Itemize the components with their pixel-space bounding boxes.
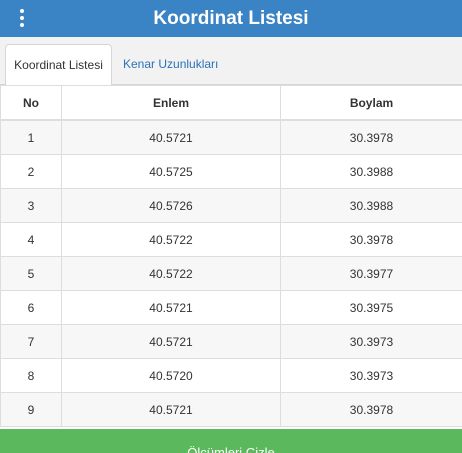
cell-enlem: 40.5721 [61, 324, 281, 359]
cell-no: 8 [0, 358, 62, 393]
table-row: 1 40.5721 30.3978 [0, 119, 462, 155]
cell-enlem: 40.5726 [61, 188, 281, 223]
app-header: Koordinat Listesi [0, 0, 462, 37]
cell-enlem: 40.5722 [61, 222, 281, 257]
column-header-boylam: Boylam [280, 85, 462, 121]
cell-boylam: 30.3978 [280, 222, 462, 257]
cell-no: 7 [0, 324, 62, 359]
tab-bar: Koordinat Listesi Kenar Uzunlukları [0, 37, 462, 86]
cell-boylam: 30.3975 [280, 290, 462, 325]
cell-boylam: 30.3973 [280, 324, 462, 359]
tab-koordinat-listesi[interactable]: Koordinat Listesi [5, 44, 112, 86]
cell-enlem: 40.5721 [61, 392, 281, 427]
cell-no: 9 [0, 392, 62, 427]
coordinate-table-container: No Enlem Boylam 1 40.5721 30.3978 2 40.5725 3… [0, 85, 462, 427]
cell-boylam: 30.3978 [280, 119, 462, 155]
cell-boylam: 30.3988 [280, 154, 462, 189]
cell-enlem: 40.5722 [61, 256, 281, 291]
cell-boylam: 30.3988 [280, 188, 462, 223]
cell-boylam: 30.3973 [280, 358, 462, 393]
column-header-no: No [0, 85, 62, 121]
table-row: 6 40.5721 30.3975 [0, 290, 462, 325]
cell-no: 3 [0, 188, 62, 223]
table-row: 3 40.5726 30.3988 [0, 188, 462, 223]
column-header-enlem: Enlem [61, 85, 281, 121]
cell-no: 4 [0, 222, 62, 257]
draw-measurements-button[interactable]: Ölçümleri Çizle [0, 429, 462, 453]
table-header-row: No Enlem Boylam [0, 85, 462, 121]
cell-no: 6 [0, 290, 62, 325]
cell-no: 5 [0, 256, 62, 291]
page-title: Koordinat Listesi [153, 8, 309, 29]
table-row: 5 40.5722 30.3977 [0, 256, 462, 291]
more-vert-icon[interactable] [19, 9, 25, 29]
coordinate-table: No Enlem Boylam 1 40.5721 30.3978 2 40.5725 3… [0, 85, 462, 427]
cell-enlem: 40.5721 [61, 119, 281, 155]
cell-no: 2 [0, 154, 62, 189]
table-row: 8 40.5720 30.3973 [0, 358, 462, 393]
tab-kenar-uzunluklari[interactable]: Kenar Uzunlukları [123, 57, 219, 71]
cell-enlem: 40.5720 [61, 358, 281, 393]
cell-boylam: 30.3978 [280, 392, 462, 427]
cell-boylam: 30.3977 [280, 256, 462, 291]
table-row: 7 40.5721 30.3973 [0, 324, 462, 359]
cell-no: 1 [0, 119, 62, 155]
cell-enlem: 40.5725 [61, 154, 281, 189]
table-row: 2 40.5725 30.3988 [0, 154, 462, 189]
cell-enlem: 40.5721 [61, 290, 281, 325]
table-row: 9 40.5721 30.3978 [0, 392, 462, 427]
table-body: 1 40.5721 30.3978 2 40.5725 30.3988 3 40.5726 30… [0, 119, 462, 427]
table-row: 4 40.5722 30.3978 [0, 222, 462, 257]
draw-measurements-button-label: Ölçümleri Çizle [187, 445, 275, 453]
